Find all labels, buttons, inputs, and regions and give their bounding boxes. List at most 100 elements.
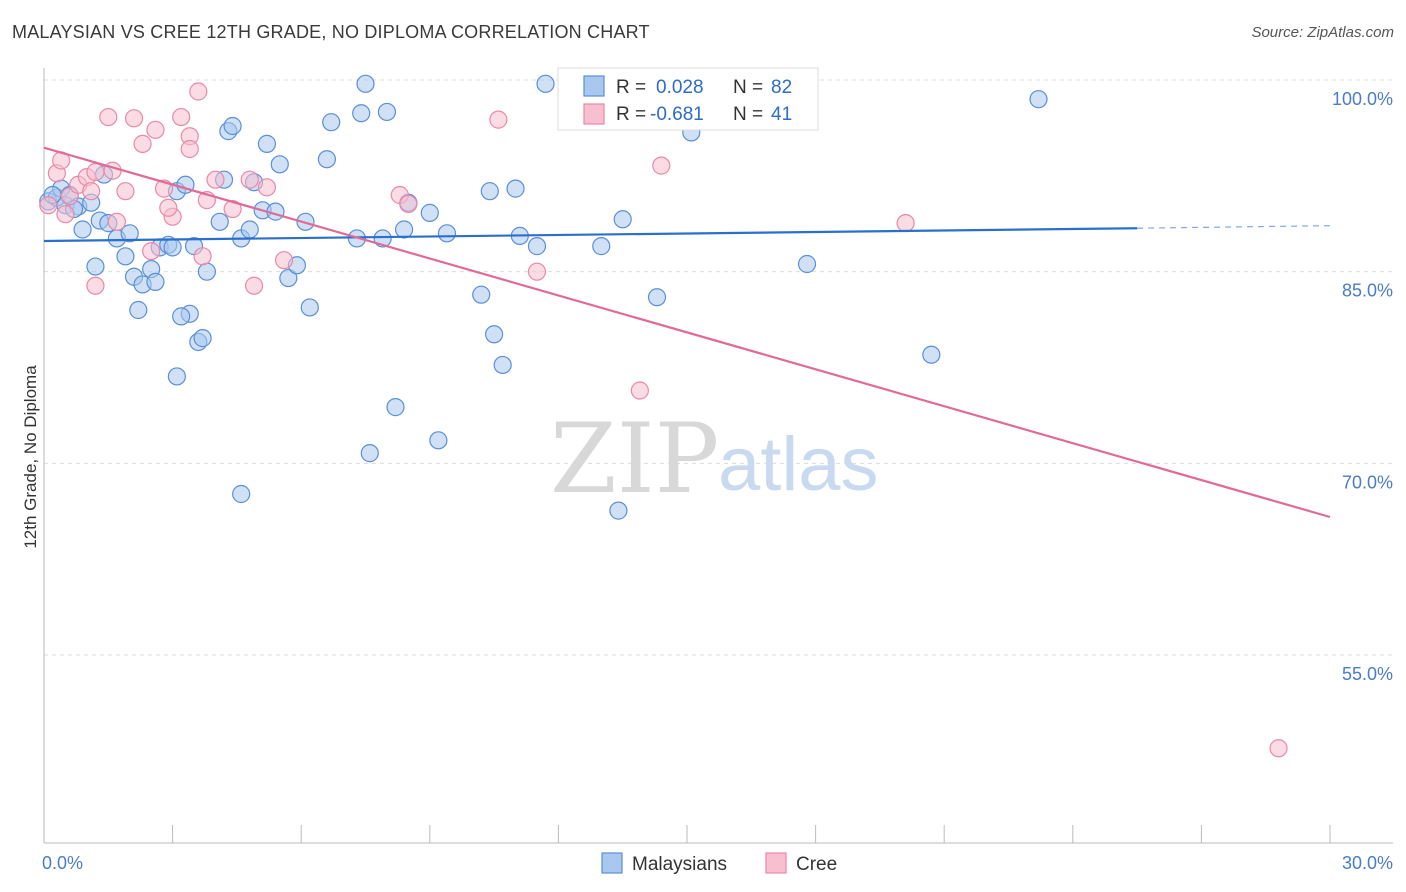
cree-point	[86, 276, 105, 295]
malaysians-point	[240, 220, 259, 239]
malaysians-trend-extension	[1137, 225, 1331, 229]
malaysians-point	[922, 345, 941, 364]
cree-point	[39, 196, 58, 215]
malaysians-point	[270, 155, 289, 174]
cree-trend-line	[43, 146, 1331, 519]
malaysians-point	[172, 307, 191, 326]
cree-point	[99, 107, 118, 127]
cree-point	[116, 182, 135, 201]
malaysians-point	[257, 134, 277, 153]
cree-point	[399, 194, 418, 214]
grid-lines	[44, 79, 1393, 656]
legend-r-label-cree: R =	[616, 104, 646, 125]
malaysians-point	[73, 220, 92, 239]
malaysians-point	[352, 104, 371, 123]
malaysians-point	[167, 367, 186, 386]
y-tick-label: 55.0%	[1342, 664, 1393, 684]
malaysians-point	[386, 398, 405, 417]
malaysians-point	[592, 237, 611, 256]
malaysians-point	[647, 288, 667, 307]
cree-point	[146, 120, 165, 139]
legend-n-label-malaysians: N =	[733, 77, 763, 98]
series-legend-swatch-malaysians	[601, 852, 623, 874]
cree-point	[82, 182, 101, 201]
cree-point	[527, 262, 547, 281]
cree-point	[107, 212, 126, 231]
malaysians-point	[377, 102, 397, 122]
y-tick-labels: 100.0% 85.0% 70.0% 55.0%	[1332, 89, 1393, 684]
legend-swatch-cree	[583, 103, 605, 125]
legend-n-value-cree: 41	[771, 104, 792, 125]
malaysians-point	[210, 212, 229, 231]
legend-n-value-malaysians: 82	[771, 77, 792, 98]
y-tick-label: 100.0%	[1332, 89, 1393, 109]
cree-point	[1269, 739, 1288, 758]
cree-point	[257, 178, 277, 197]
malaysians-point	[1029, 90, 1048, 109]
cree-point	[86, 162, 105, 182]
malaysians-point	[394, 220, 414, 239]
cree-point	[124, 109, 144, 128]
cree-point	[142, 242, 161, 261]
source-label: Source: ZipAtlas.com	[1251, 24, 1394, 41]
malaysians-point	[223, 116, 242, 136]
cree-point	[630, 381, 649, 400]
cree-point	[159, 198, 178, 217]
y-tick-label: 70.0%	[1342, 472, 1393, 492]
legend-r-value-cree: -0.681	[650, 104, 704, 125]
chart-title: MALAYSIAN VS CREE 12TH GRADE, NO DIPLOMA…	[12, 22, 650, 42]
watermark: ZIP atlas	[550, 403, 879, 515]
malaysians-point	[317, 150, 337, 169]
malaysians-point	[163, 238, 182, 257]
malaysians-point	[86, 257, 105, 276]
series-legend: Malaysians Cree	[601, 852, 837, 875]
legend-n-label-cree: N =	[733, 104, 763, 125]
malaysians-point	[193, 329, 212, 348]
malaysians-point	[527, 237, 547, 256]
y-tick-label: 85.0%	[1342, 281, 1393, 301]
malaysians-point	[120, 224, 139, 243]
cree-point	[244, 276, 264, 295]
cree-point	[274, 251, 294, 270]
cree-point	[652, 156, 671, 175]
legend-swatch-malaysians	[583, 75, 605, 97]
trend-lines	[43, 146, 1331, 519]
x-tick-labels: 0.0% 30.0%	[42, 853, 1393, 873]
malaysians-point	[356, 74, 375, 93]
malaysians-point	[493, 355, 512, 375]
x-tick-label: 30.0%	[1342, 853, 1393, 873]
malaysians-point	[485, 325, 504, 344]
malaysians-point	[797, 254, 817, 274]
malaysians-point	[609, 501, 628, 520]
malaysians-point	[613, 210, 632, 229]
watermark-zip: ZIP	[550, 403, 719, 515]
malaysians-point	[429, 431, 448, 450]
x-tick-label: 0.0%	[42, 853, 83, 873]
series-legend-label-cree: Cree	[796, 854, 837, 875]
cree-point	[133, 134, 152, 153]
malaysians-point	[300, 298, 319, 317]
data-points	[39, 73, 1288, 758]
cree-point	[180, 139, 199, 159]
cree-point	[193, 247, 212, 266]
malaysians-point	[536, 74, 555, 93]
cree-point	[223, 199, 242, 219]
legend-r-value-malaysians: 0.028	[656, 77, 704, 98]
legend: R = 0.028 N = 82 R = -0.681 N = 41	[557, 67, 819, 131]
malaysians-point	[232, 484, 251, 504]
malaysians-point	[480, 182, 499, 201]
malaysians-point	[146, 272, 165, 291]
malaysians-point	[472, 285, 491, 304]
malaysians-point	[279, 268, 298, 288]
cree-point	[206, 170, 225, 189]
malaysians-point	[420, 203, 439, 222]
malaysians-trend-line	[43, 227, 1138, 243]
cree-point	[172, 107, 191, 127]
cree-point	[189, 82, 208, 101]
cree-point	[489, 110, 508, 129]
malaysians-point	[506, 179, 525, 198]
series-legend-label-malaysians: Malaysians	[632, 854, 727, 875]
y-axis-label: 12th Grade, No Diploma	[21, 365, 40, 549]
series-legend-swatch-cree	[765, 852, 787, 874]
